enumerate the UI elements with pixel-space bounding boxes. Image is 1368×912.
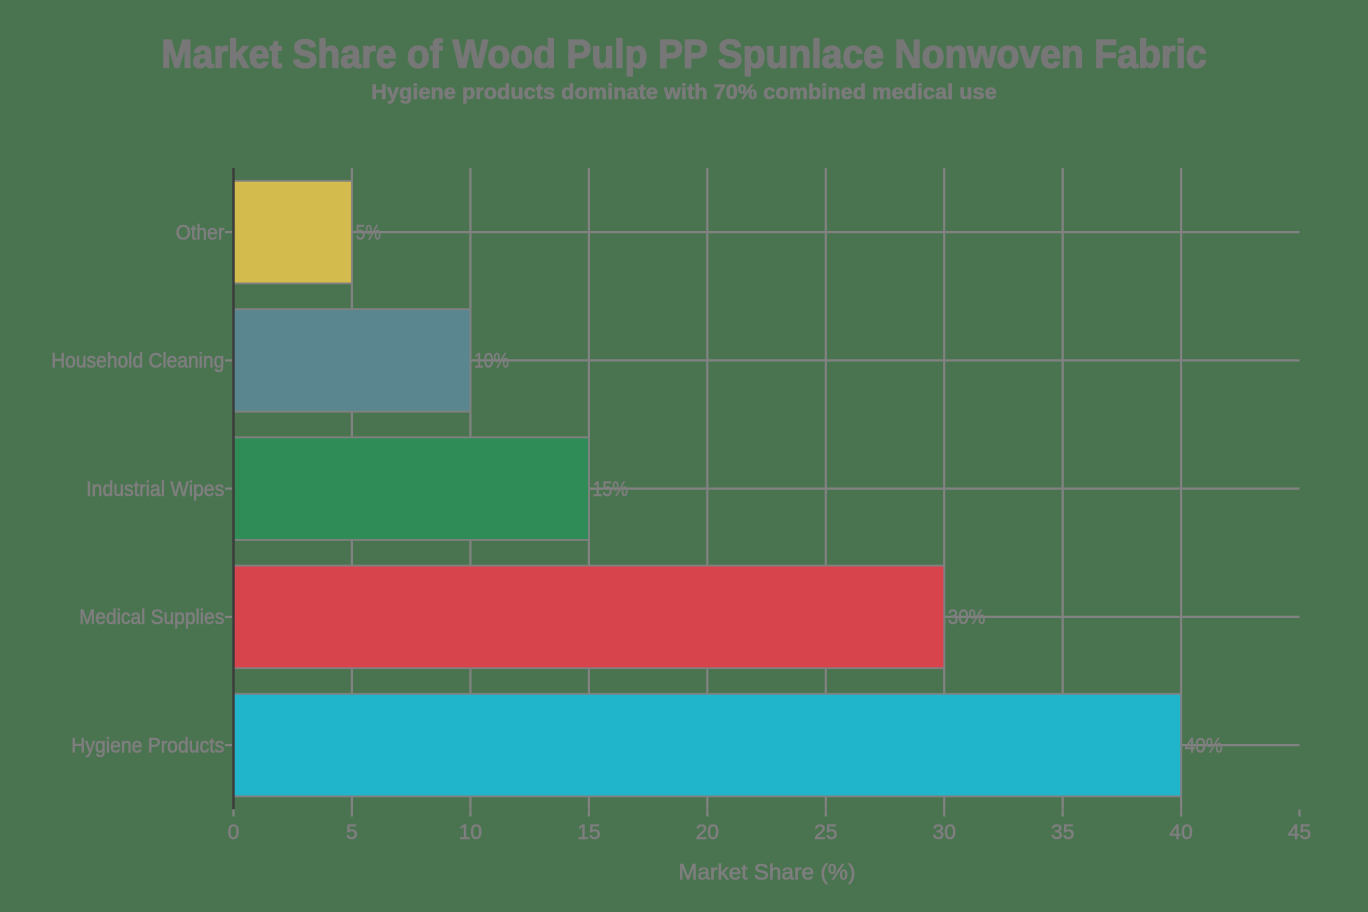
- svg-text:20: 20: [696, 821, 719, 844]
- svg-text:10: 10: [459, 821, 482, 844]
- svg-text:Hygiene Products: Hygiene Products: [71, 734, 224, 757]
- svg-text:5%: 5%: [356, 221, 381, 244]
- svg-text:30%: 30%: [948, 606, 986, 629]
- svg-text:35: 35: [1051, 821, 1074, 844]
- svg-text:10%: 10%: [474, 350, 509, 373]
- svg-text:15%: 15%: [593, 478, 629, 501]
- svg-text:25: 25: [814, 821, 837, 844]
- svg-text:Household Cleaning: Household Cleaning: [51, 350, 224, 373]
- svg-text:Market Share of Wood Pulp PP S: Market Share of Wood Pulp PP Spunlace No…: [161, 33, 1206, 77]
- svg-text:Industrial Wipes: Industrial Wipes: [86, 478, 224, 501]
- svg-text:5: 5: [346, 821, 358, 844]
- svg-text:45: 45: [1288, 821, 1311, 844]
- svg-text:Market Share (%): Market Share (%): [679, 860, 856, 885]
- svg-text:0: 0: [228, 821, 240, 844]
- svg-text:Medical Supplies: Medical Supplies: [79, 606, 224, 629]
- svg-text:30: 30: [933, 821, 956, 844]
- svg-text:Other: Other: [176, 221, 225, 244]
- svg-text:15: 15: [577, 821, 600, 844]
- svg-text:40%: 40%: [1185, 734, 1223, 757]
- svg-text:40: 40: [1169, 821, 1192, 844]
- svg-text:Hygiene products dominate with: Hygiene products dominate with 70% combi…: [371, 80, 997, 104]
